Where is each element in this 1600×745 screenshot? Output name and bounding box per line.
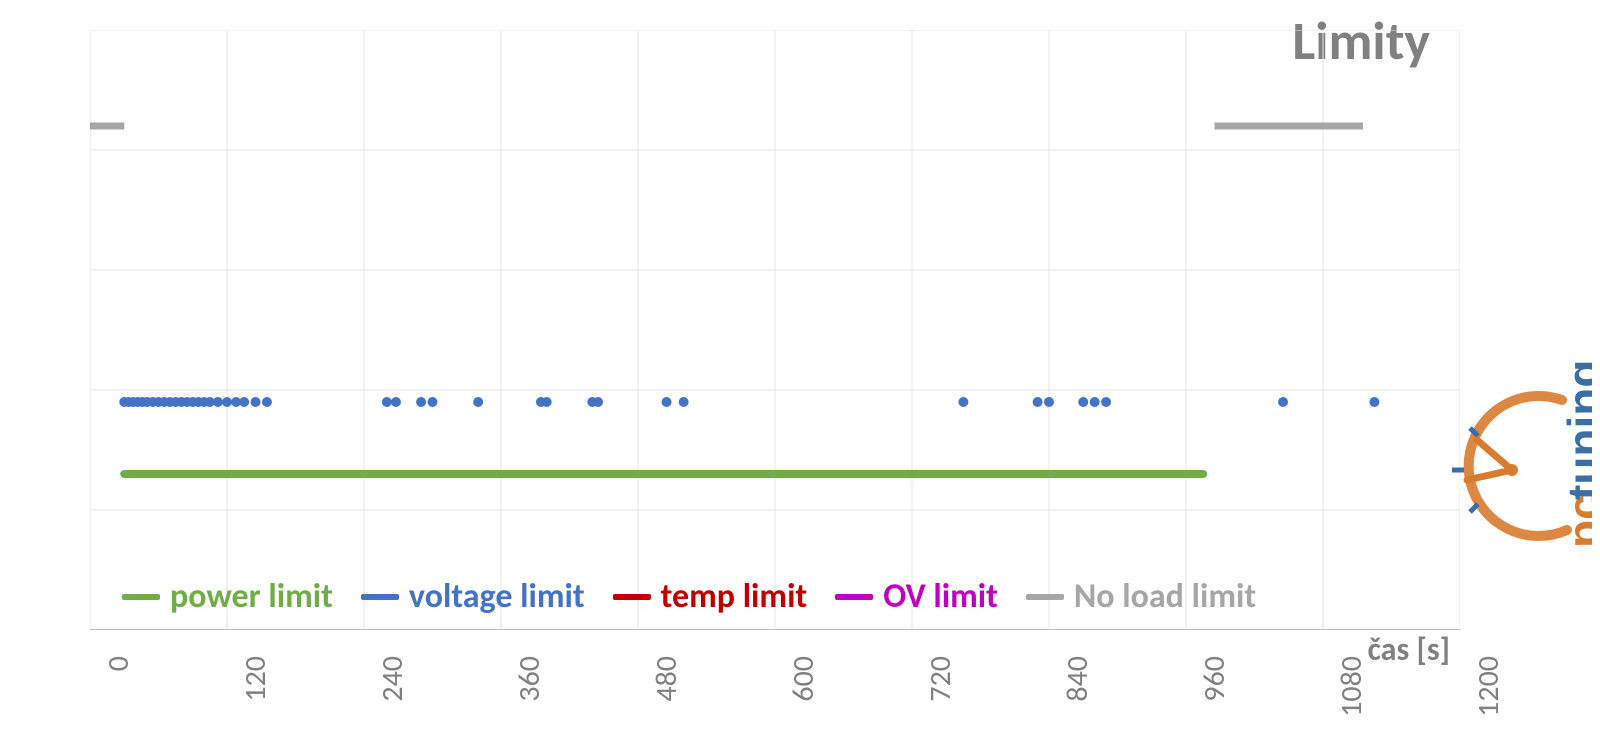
legend-label: temp limit [661, 576, 808, 617]
legend-item-temp-limit: temp limit [613, 576, 808, 617]
series-voltage-point [1033, 397, 1043, 407]
series-voltage-point [1101, 397, 1111, 407]
series-voltage-point [416, 397, 426, 407]
watermark-tuning: tuning [1558, 360, 1592, 501]
legend-swatch [122, 594, 160, 600]
legend-label: OV limit [883, 576, 998, 617]
series-voltage-point [251, 397, 261, 407]
series-voltage-point [222, 397, 232, 407]
series-voltage-point [1078, 397, 1088, 407]
legend-label: No load limit [1074, 576, 1256, 617]
legend-swatch [835, 594, 873, 600]
series-voltage-point [1044, 397, 1054, 407]
x-tick-label: 840 [1059, 656, 1096, 702]
legend-item-power-limit: power limit [122, 576, 333, 617]
series-voltage-point [542, 397, 552, 407]
series-voltage-point [428, 397, 438, 407]
watermark-logo: pc tuning [1432, 320, 1592, 580]
legend-label: power limit [170, 576, 333, 617]
series-voltage-point [262, 397, 272, 407]
legend-swatch [613, 594, 651, 600]
watermark-pc: pc [1558, 494, 1592, 548]
x-tick-label: 1080 [1333, 656, 1370, 717]
legend-item-no-load-limit: No load limit [1026, 576, 1256, 617]
series-voltage-point [1090, 397, 1100, 407]
legend-item-ov-limit: OV limit [835, 576, 998, 617]
x-tick-label: 0 [100, 656, 137, 671]
x-tick-label: 240 [374, 656, 411, 702]
x-tick-label: 120 [237, 656, 274, 702]
x-axis-label: čas [s] [1367, 630, 1450, 669]
x-tick-label: 1200 [1470, 656, 1507, 717]
legend-swatch [361, 594, 399, 600]
series-voltage-point [382, 397, 392, 407]
series-voltage-point [679, 397, 689, 407]
x-tick-label: 960 [1196, 656, 1233, 702]
legend-item-voltage-limit: voltage limit [361, 576, 585, 617]
series-voltage-point [391, 397, 401, 407]
x-tick-label: 600 [785, 656, 822, 702]
series-voltage-point [1278, 397, 1288, 407]
chart-container: Limity čas [s] 0120240360480600720840960… [0, 0, 1600, 745]
x-tick-label: 720 [922, 656, 959, 702]
legend-swatch [1026, 594, 1064, 600]
series-voltage-point [958, 397, 968, 407]
series-voltage-point [593, 397, 603, 407]
legend-label: voltage limit [409, 576, 585, 617]
series-voltage-point [239, 397, 249, 407]
series-voltage-point [213, 397, 223, 407]
series-voltage-point [1369, 397, 1379, 407]
series-voltage-point [662, 397, 672, 407]
x-tick-label: 480 [648, 656, 685, 702]
series-voltage-point [473, 397, 483, 407]
x-tick-label: 360 [511, 656, 548, 702]
legend: power limit voltage limit temp limit OV lim… [122, 576, 1256, 617]
plot-area [90, 30, 1460, 630]
